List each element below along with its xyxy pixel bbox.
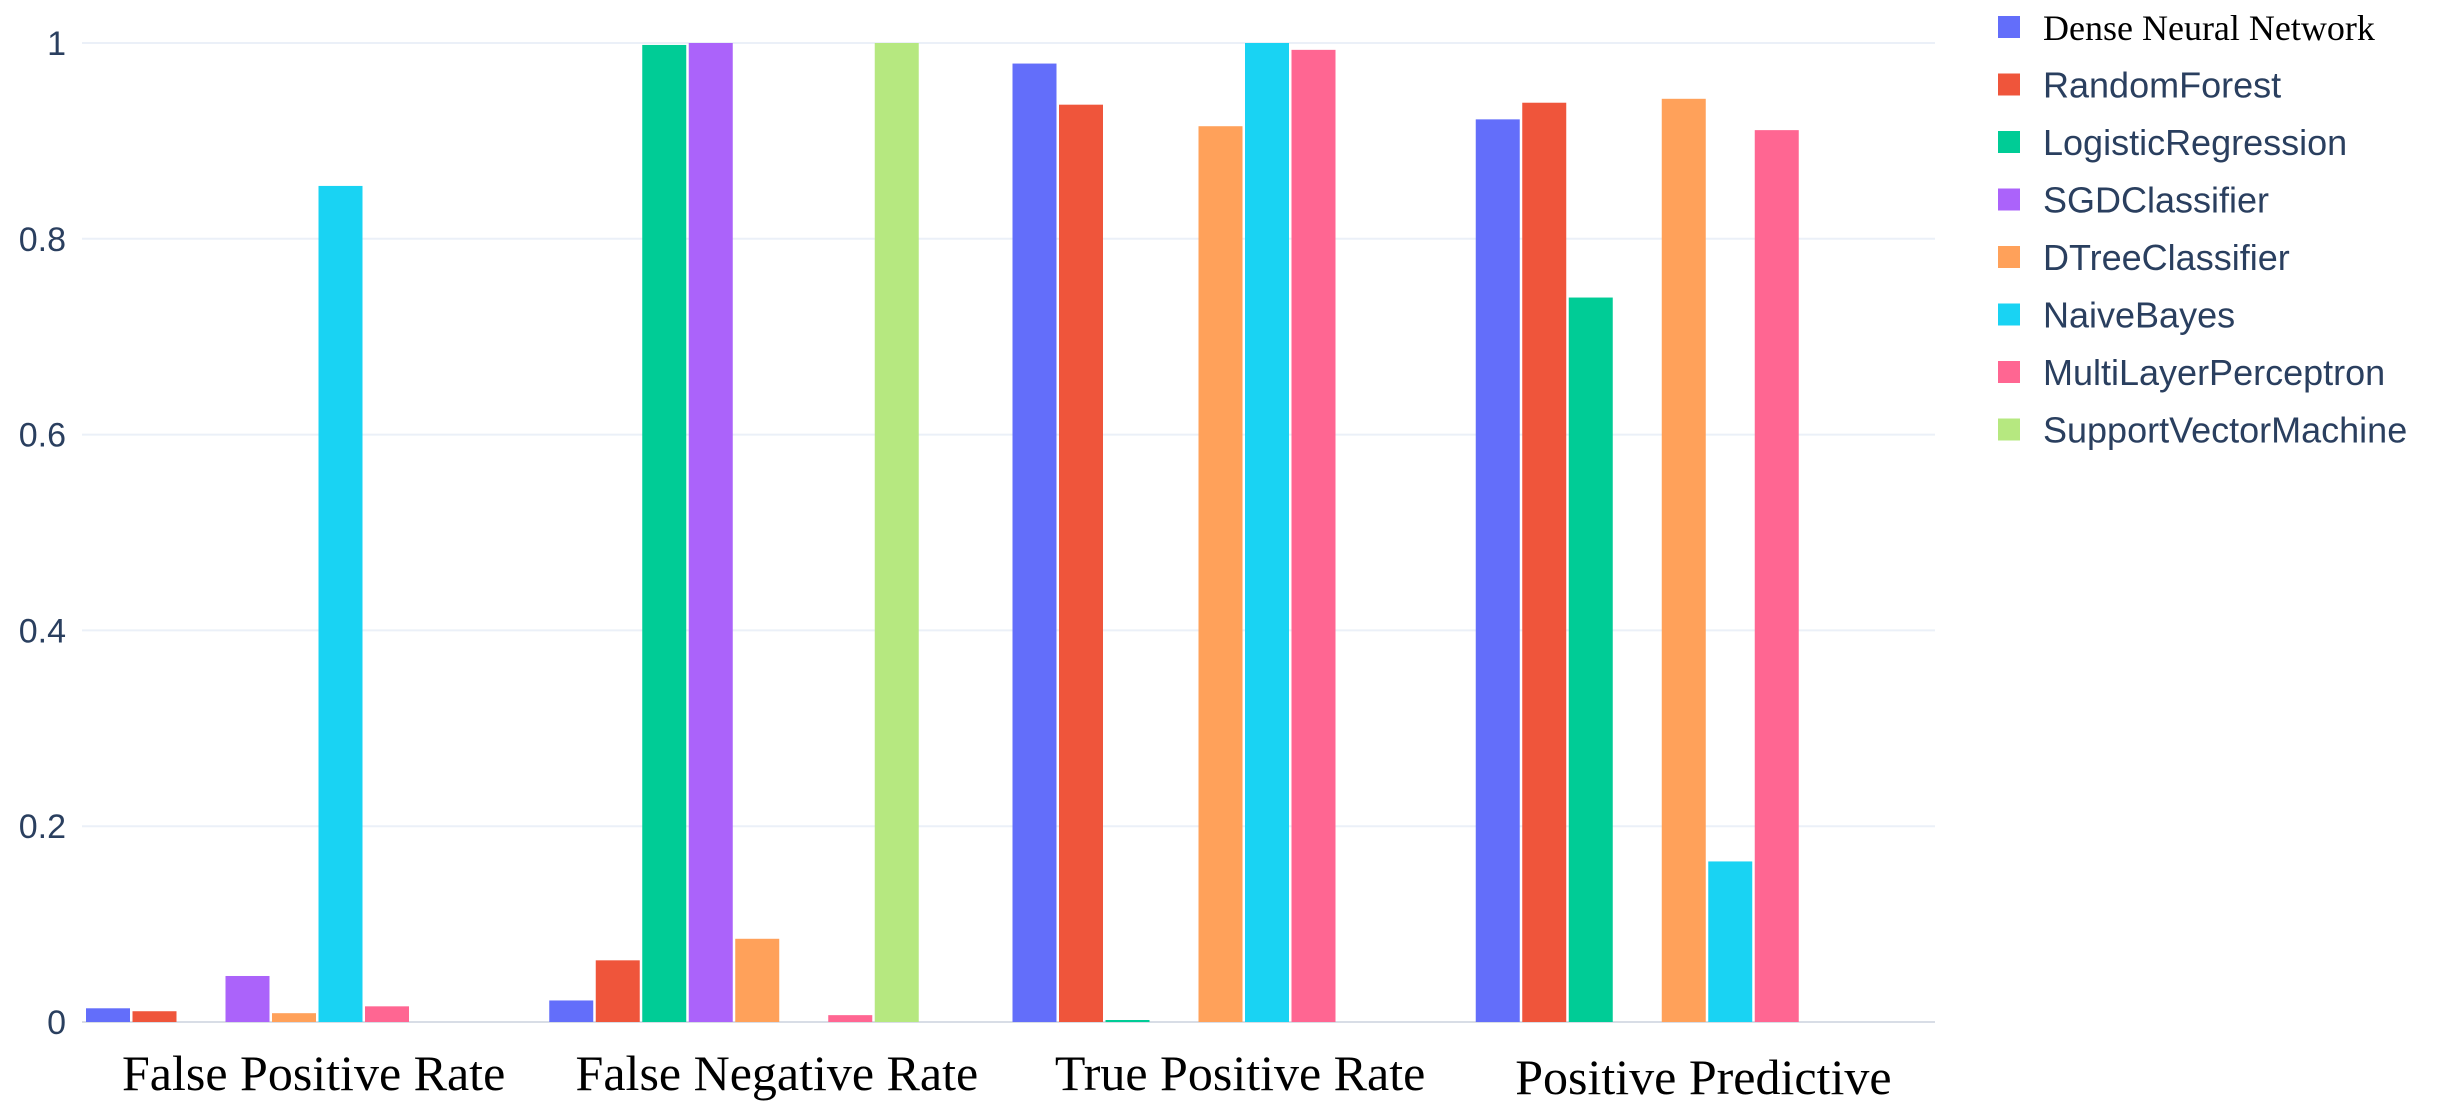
bar-sgdclassifier-0 — [225, 975, 270, 1022]
bar-logisticregression-1 — [642, 44, 687, 1022]
x-tick-label: False Negative Rate — [576, 1045, 979, 1101]
bar-dense-neural-network-2 — [1012, 63, 1057, 1022]
bar-naivebayes-0 — [318, 185, 363, 1022]
legend-swatch — [1998, 16, 2020, 38]
y-tick-label: 1 — [47, 25, 66, 63]
x-tick-label: False Positive Rate — [122, 1045, 505, 1101]
bar-naivebayes-2 — [1245, 43, 1289, 1022]
y-tick-label: 0.4 — [19, 612, 66, 650]
legend-label[interactable]: Dense Neural Network — [2043, 8, 2375, 48]
bar-dtreeclassifier-3 — [1661, 98, 1706, 1023]
bar-dtreeclassifier-0 — [272, 1013, 316, 1022]
legend-swatch — [1998, 73, 2020, 96]
legend: Dense Neural Network RandomForest Logistic… — [1998, 8, 2407, 451]
bar-supportvectormachine-1 — [874, 43, 919, 1022]
legend-label[interactable]: DTreeClassifier — [2043, 237, 2290, 278]
legend-swatch — [1998, 361, 2020, 383]
bar-naivebayes-3 — [1708, 861, 1753, 1022]
legend-label[interactable]: LogisticRegression — [2043, 122, 2347, 163]
y-tick-label: 0 — [47, 1004, 66, 1042]
legend-label[interactable]: SGDClassifier — [2043, 180, 2269, 221]
bar-logisticregression-3 — [1568, 297, 1613, 1022]
bars — [86, 43, 1799, 1023]
bar-dense-neural-network-3 — [1475, 119, 1520, 1022]
bar-multilayerperceptron-1 — [828, 1015, 873, 1022]
bar-logisticregression-2 — [1105, 1020, 1150, 1022]
legend-label[interactable]: RandomForest — [2043, 65, 2281, 106]
bar-dtreeclassifier-2 — [1198, 126, 1243, 1023]
legend-swatch — [1998, 246, 2020, 268]
bar-randomforest-0 — [132, 1011, 177, 1022]
y-axis-ticks: 0 0.2 0.4 0.6 0.8 1 — [19, 25, 66, 1042]
bar-randomforest-3 — [1522, 102, 1567, 1023]
legend-label[interactable]: MultiLayerPerceptron — [2043, 352, 2385, 393]
bar-randomforest-2 — [1059, 104, 1103, 1022]
bar-multilayerperceptron-2 — [1291, 49, 1336, 1022]
legend-swatch — [1998, 131, 2020, 153]
legend-label[interactable]: SupportVectorMachine — [2043, 410, 2407, 451]
x-axis-ticks: False Positive Rate False Negative Rate Tr… — [122, 1045, 1892, 1105]
bar-multilayerperceptron-3 — [1754, 130, 1799, 1023]
bar-randomforest-1 — [595, 960, 640, 1022]
y-tick-label: 0.6 — [19, 417, 66, 455]
legend-label[interactable]: NaiveBayes — [2043, 295, 2235, 336]
legend-swatch — [1998, 188, 2020, 211]
y-tick-label: 0.8 — [19, 221, 66, 259]
bar-multilayerperceptron-0 — [365, 1006, 409, 1022]
bar-sgdclassifier-1 — [688, 43, 733, 1022]
gridlines — [82, 42, 1935, 1023]
x-tick-label: Positive Predictive — [1515, 1049, 1891, 1105]
legend-swatch — [1998, 303, 2020, 326]
bar-dense-neural-network-0 — [86, 1008, 130, 1022]
x-tick-label: True Positive Rate — [1055, 1045, 1425, 1101]
legend-swatch — [1998, 418, 2020, 441]
bar-dtreeclassifier-1 — [735, 938, 780, 1022]
bar-dense-neural-network-1 — [549, 1000, 594, 1022]
y-tick-label: 0.2 — [19, 808, 66, 846]
